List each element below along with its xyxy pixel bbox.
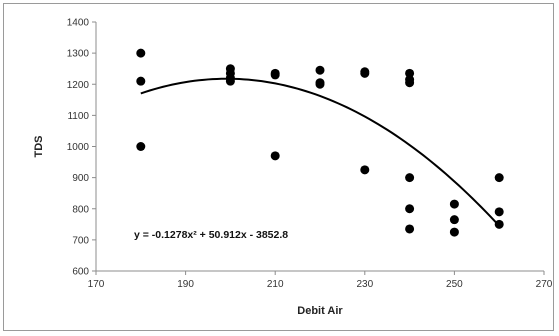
x-tick-labels: 170 190 210 230 250 270	[88, 271, 553, 290]
data-point	[450, 228, 459, 237]
data-point	[450, 215, 459, 224]
data-point	[495, 173, 504, 182]
x-tick-label: 250	[446, 279, 463, 290]
y-tick-labels: 600 700 800 900 1000 1100 1200 1300 1400	[67, 18, 96, 278]
data-point	[226, 77, 235, 86]
data-point	[360, 69, 369, 78]
y-tick-label: 900	[72, 173, 89, 184]
data-point	[405, 224, 414, 233]
y-axis-title: TDS	[33, 136, 45, 158]
data-point	[271, 151, 280, 160]
data-point	[405, 204, 414, 213]
data-points	[136, 49, 503, 237]
y-tick-label: 600	[72, 267, 89, 278]
data-point	[495, 207, 504, 216]
y-tick-label: 700	[72, 235, 89, 246]
data-point	[450, 200, 459, 209]
x-tick-label: 270	[536, 279, 553, 290]
y-tick-label: 1400	[67, 18, 90, 29]
data-point	[405, 173, 414, 182]
trendline	[141, 79, 499, 226]
y-tick-label: 800	[72, 204, 89, 215]
data-point	[495, 220, 504, 229]
trendline-equation: y = -0.1278x² + 50.912x - 3852.8	[134, 229, 288, 241]
y-tick-label: 1300	[67, 49, 90, 60]
y-tick-label: 1200	[67, 80, 90, 91]
data-point	[136, 142, 145, 151]
x-axis-title: Debit Air	[297, 305, 343, 317]
x-tick-label: 170	[88, 279, 105, 290]
data-point	[360, 165, 369, 174]
y-tick-label: 1000	[67, 142, 90, 153]
x-tick-label: 210	[267, 279, 284, 290]
y-tick-label: 1100	[67, 111, 89, 122]
data-point	[316, 66, 325, 75]
data-point	[316, 80, 325, 89]
x-tick-label: 230	[356, 279, 373, 290]
data-point	[136, 49, 145, 58]
data-point	[271, 70, 280, 79]
data-point	[405, 78, 414, 87]
x-tick-label: 190	[177, 279, 194, 290]
data-point	[136, 77, 145, 86]
